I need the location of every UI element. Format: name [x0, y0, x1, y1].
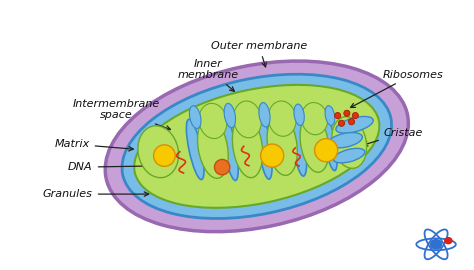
Ellipse shape [292, 114, 307, 176]
Ellipse shape [300, 114, 329, 172]
Text: Granules: Granules [43, 189, 149, 199]
Text: Ribosomes: Ribosomes [351, 70, 443, 107]
Circle shape [214, 160, 230, 175]
Circle shape [335, 113, 341, 119]
Ellipse shape [259, 103, 270, 127]
Circle shape [445, 238, 452, 244]
Ellipse shape [190, 106, 201, 129]
Ellipse shape [328, 133, 362, 148]
Circle shape [344, 110, 350, 116]
Ellipse shape [234, 101, 262, 138]
Text: DNA: DNA [68, 162, 170, 172]
Ellipse shape [186, 119, 204, 180]
Circle shape [261, 144, 284, 167]
Ellipse shape [105, 61, 409, 232]
Ellipse shape [221, 115, 238, 181]
Ellipse shape [267, 114, 297, 176]
Ellipse shape [257, 114, 272, 179]
Text: Matrix: Matrix [55, 139, 133, 151]
Text: Outer membrane: Outer membrane [211, 41, 307, 67]
Ellipse shape [336, 116, 373, 133]
Circle shape [352, 113, 358, 119]
Ellipse shape [334, 148, 365, 163]
Text: Cristae: Cristae [363, 127, 423, 146]
Circle shape [315, 139, 337, 162]
Text: Intermembrane
space: Intermembrane space [72, 99, 171, 130]
Text: Inner
membrane: Inner membrane [178, 59, 239, 91]
Circle shape [338, 120, 345, 126]
Ellipse shape [323, 116, 337, 171]
Ellipse shape [199, 103, 227, 139]
Ellipse shape [232, 115, 263, 178]
Ellipse shape [268, 101, 296, 136]
Ellipse shape [301, 103, 328, 135]
Circle shape [154, 145, 175, 166]
Circle shape [430, 240, 442, 249]
Ellipse shape [224, 103, 236, 128]
Ellipse shape [198, 117, 228, 178]
Circle shape [348, 119, 355, 125]
Ellipse shape [138, 126, 179, 178]
Ellipse shape [325, 106, 335, 126]
Ellipse shape [332, 117, 366, 168]
Ellipse shape [294, 104, 304, 126]
Ellipse shape [122, 74, 392, 218]
Ellipse shape [134, 85, 379, 208]
